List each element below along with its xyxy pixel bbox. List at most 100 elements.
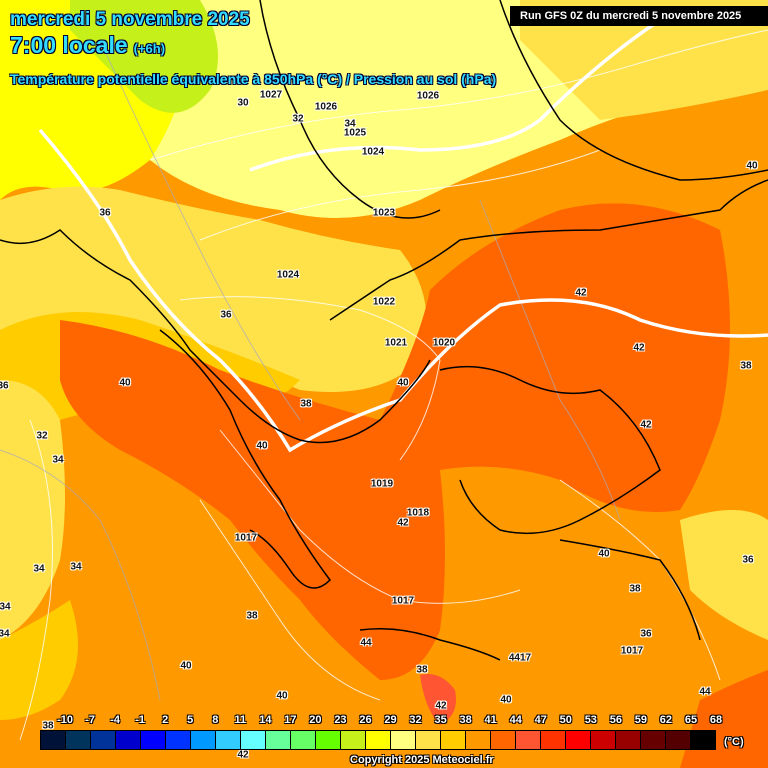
map-value-label: 38	[246, 610, 258, 622]
map-value-label: 34	[52, 454, 64, 466]
color-scale-tick: 23	[334, 714, 347, 726]
run-info: Run GFS 0Z du mercredi 5 novembre 2025	[510, 6, 768, 26]
color-scale-tick: 44	[509, 714, 522, 726]
color-scale-cell	[391, 731, 416, 749]
map-value-label: 34	[0, 628, 10, 640]
map-value-label: 34	[70, 561, 82, 573]
map-value-label: 36	[742, 554, 754, 566]
color-scale-tick: 8	[212, 714, 219, 726]
color-scale-cell	[366, 731, 391, 749]
color-scale-tick: 26	[359, 714, 372, 726]
color-scale-cell	[191, 731, 216, 749]
map-value-label: 36	[99, 207, 111, 219]
map-value-label: 1021	[384, 337, 408, 349]
map-value-label: 34	[0, 601, 11, 613]
map-value-label: 1024	[361, 146, 385, 158]
map-value-label: 36	[640, 628, 652, 640]
color-scale-cell	[516, 731, 541, 749]
map-value-label: 1025	[343, 127, 367, 139]
map-value-label: 1023	[372, 207, 396, 219]
color-scale-tick: -4	[110, 714, 120, 726]
color-scale-cell	[491, 731, 516, 749]
map-value-label: 44	[360, 637, 372, 649]
map-value-label: 1017	[620, 645, 644, 657]
map-value-label: 44	[699, 686, 711, 698]
color-scale-tick: -1	[135, 714, 146, 726]
map-value-label: 32	[292, 113, 304, 125]
map-value-label: 36	[220, 309, 232, 321]
color-scale-cell	[166, 731, 191, 749]
map-value-label: 42	[633, 342, 645, 354]
copyright: Copyright 2025 Meteociel.fr	[350, 754, 494, 766]
color-scale-cell	[416, 731, 441, 749]
color-scale-cell	[441, 731, 466, 749]
map-value-label: 1018	[406, 507, 430, 519]
color-scale-tick: 29	[384, 714, 397, 726]
map-value-label: 40	[500, 694, 512, 706]
forecast-time: 7:00 locale (+6h)	[10, 32, 165, 59]
color-scale-tick: 17	[284, 714, 297, 726]
map-value-label: 36	[0, 380, 9, 392]
map-value-label: 38	[42, 720, 54, 732]
color-scale-tick: -10	[57, 714, 73, 726]
color-scale-tick: 32	[409, 714, 422, 726]
map-value-label: 38	[416, 664, 428, 676]
color-scale-tick: 62	[659, 714, 673, 726]
color-scale-cell	[141, 731, 166, 749]
color-scale	[40, 730, 716, 750]
color-scale-tick: 20	[309, 714, 322, 726]
color-scale-cell	[541, 731, 566, 749]
color-scale-cell	[116, 731, 141, 749]
map-value-label: 40	[276, 690, 288, 702]
color-scale-tick: 47	[534, 714, 547, 726]
color-scale-unit: (°C)	[724, 736, 744, 748]
color-scale-tick: 68	[709, 714, 723, 726]
color-scale-tick: 2	[162, 714, 169, 726]
color-scale-tick: 56	[609, 714, 622, 726]
color-scale-tick: 50	[559, 714, 572, 726]
map-value-label: 42	[640, 419, 652, 431]
color-scale-tick: 5	[187, 714, 194, 726]
map-value-label: 40	[256, 440, 268, 452]
map-value-label: 40	[598, 548, 610, 560]
map-value-label: 40	[746, 160, 758, 172]
map-value-label: 34	[33, 563, 45, 575]
color-scale-tick: 41	[484, 714, 497, 726]
color-scale-tick: 38	[459, 714, 472, 726]
color-scale-cell	[91, 731, 116, 749]
color-scale-cell	[666, 731, 691, 749]
color-scale-cell	[566, 731, 591, 749]
color-scale-cell	[41, 731, 66, 749]
color-scale-cell	[641, 731, 666, 749]
map-value-label: 1020	[432, 337, 456, 349]
map-value-label: 38	[629, 583, 641, 595]
map-value-label: 1017	[391, 595, 415, 607]
color-scale-cell	[341, 731, 366, 749]
color-scale-cell	[316, 731, 341, 749]
map-value-label: 42	[575, 287, 587, 299]
map-value-label: 34	[344, 118, 356, 130]
map-value-label: 40	[180, 660, 192, 672]
color-scale-tick: 53	[584, 714, 597, 726]
map-value-label: 1024	[276, 269, 300, 281]
color-scale-cell	[266, 731, 291, 749]
map-value-label: 1017	[234, 532, 258, 544]
forecast-time-label: 7:00 locale	[10, 32, 128, 58]
color-scale-cell	[466, 731, 491, 749]
map-value-label: 38	[740, 360, 752, 372]
color-scale-tick: 35	[434, 714, 447, 726]
color-scale-cell	[591, 731, 616, 749]
map-value-label: 1019	[370, 478, 394, 490]
color-scale-tick: 65	[684, 714, 698, 726]
forecast-date: mercredi 5 novembre 2025	[10, 9, 250, 30]
parameter-title: Température potentielle équivalente à 85…	[10, 71, 497, 87]
color-scale-cell	[241, 731, 266, 749]
map-value-label: 1026	[416, 90, 440, 102]
map-value-label: 1026	[314, 101, 338, 113]
map-value-label: 30	[237, 97, 249, 109]
map-value-label: 42	[237, 749, 249, 761]
color-scale-tick: 14	[259, 714, 272, 726]
map-value-label: 40	[397, 377, 409, 389]
color-scale-cell	[216, 731, 241, 749]
